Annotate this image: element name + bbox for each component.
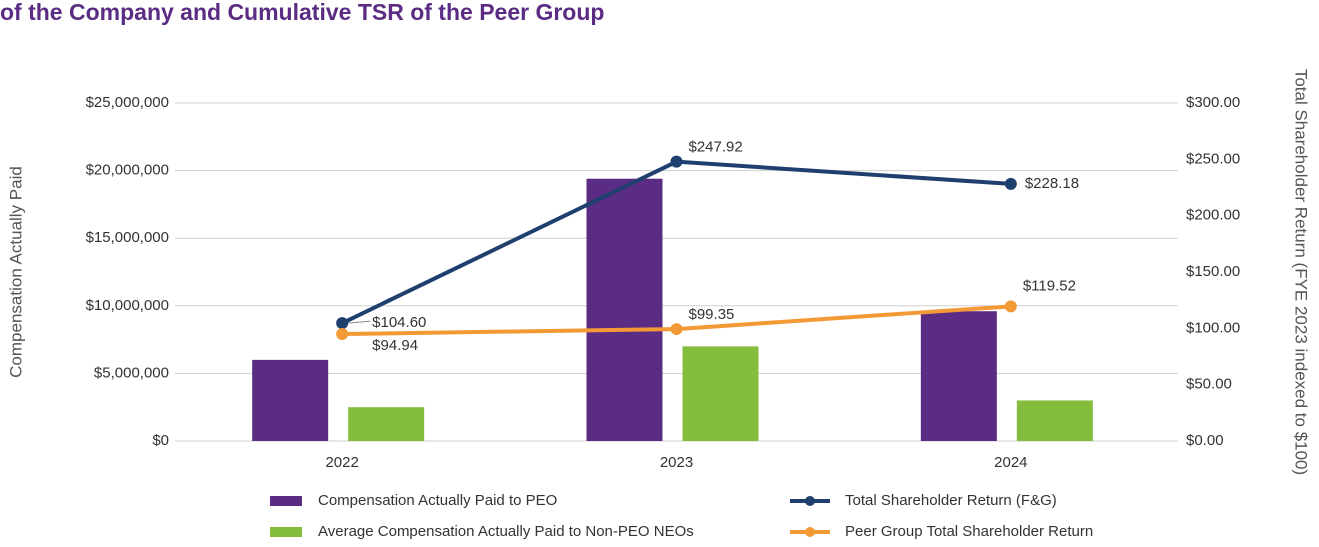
y2-tick-label: $150.00 [1186,263,1240,280]
data-label: $94.94 [372,337,418,354]
legend-swatch [805,496,815,506]
y2-tick-label: $100.00 [1186,319,1240,336]
bar [252,359,329,441]
line-marker [670,323,683,336]
legend-label: Total Shareholder Return (F&G) [845,492,1057,509]
data-label: $228.18 [1025,175,1079,192]
legend-swatch [805,527,815,537]
y-tick-label: $25,000,000 [86,94,169,111]
bar [586,178,663,441]
bar [348,407,425,441]
x-tick-label: 2022 [325,454,358,471]
line-marker [1004,177,1017,190]
data-label: $119.52 [1023,277,1076,294]
line-marker [1004,300,1017,313]
bar [1016,400,1093,441]
y2-tick-label: $200.00 [1186,207,1240,224]
line-marker [336,317,349,330]
legend-label: Peer Group Total Shareholder Return [845,523,1093,540]
legend-label: Compensation Actually Paid to PEO [318,492,557,509]
line-marker [670,155,683,168]
y2-tick-label: $300.00 [1186,94,1240,111]
y2-axis-label: Total Shareholder Return (FYE 2023 index… [1292,69,1311,475]
line-marker [336,328,349,341]
line [341,159,1011,325]
bar [920,311,997,441]
leader-line [348,320,371,324]
y-tick-label: $10,000,000 [86,297,169,314]
y-tick-label: $15,000,000 [86,229,169,246]
y2-tick-label: $50.00 [1186,376,1232,393]
chart-title: of the Company and Cumulative TSR of the… [0,0,604,25]
legend-swatch [270,496,302,506]
bar [682,346,759,441]
y2-tick-label: $0.00 [1186,432,1224,449]
legend-swatch [270,527,302,537]
y-tick-label: $20,000,000 [86,162,169,179]
data-label: $104.60 [372,314,426,331]
y2-tick-label: $250.00 [1186,150,1240,167]
x-tick-label: 2023 [660,454,693,471]
y-tick-label: $0 [152,432,169,449]
y-tick-label: $5,000,000 [94,364,169,381]
y-axis-label: Compensation Actually Paid [6,166,25,378]
data-label: $99.35 [689,306,735,323]
x-tick-label: 2024 [994,454,1027,471]
legend-label: Average Compensation Actually Paid to No… [318,523,694,540]
data-label: $247.92 [689,139,743,156]
